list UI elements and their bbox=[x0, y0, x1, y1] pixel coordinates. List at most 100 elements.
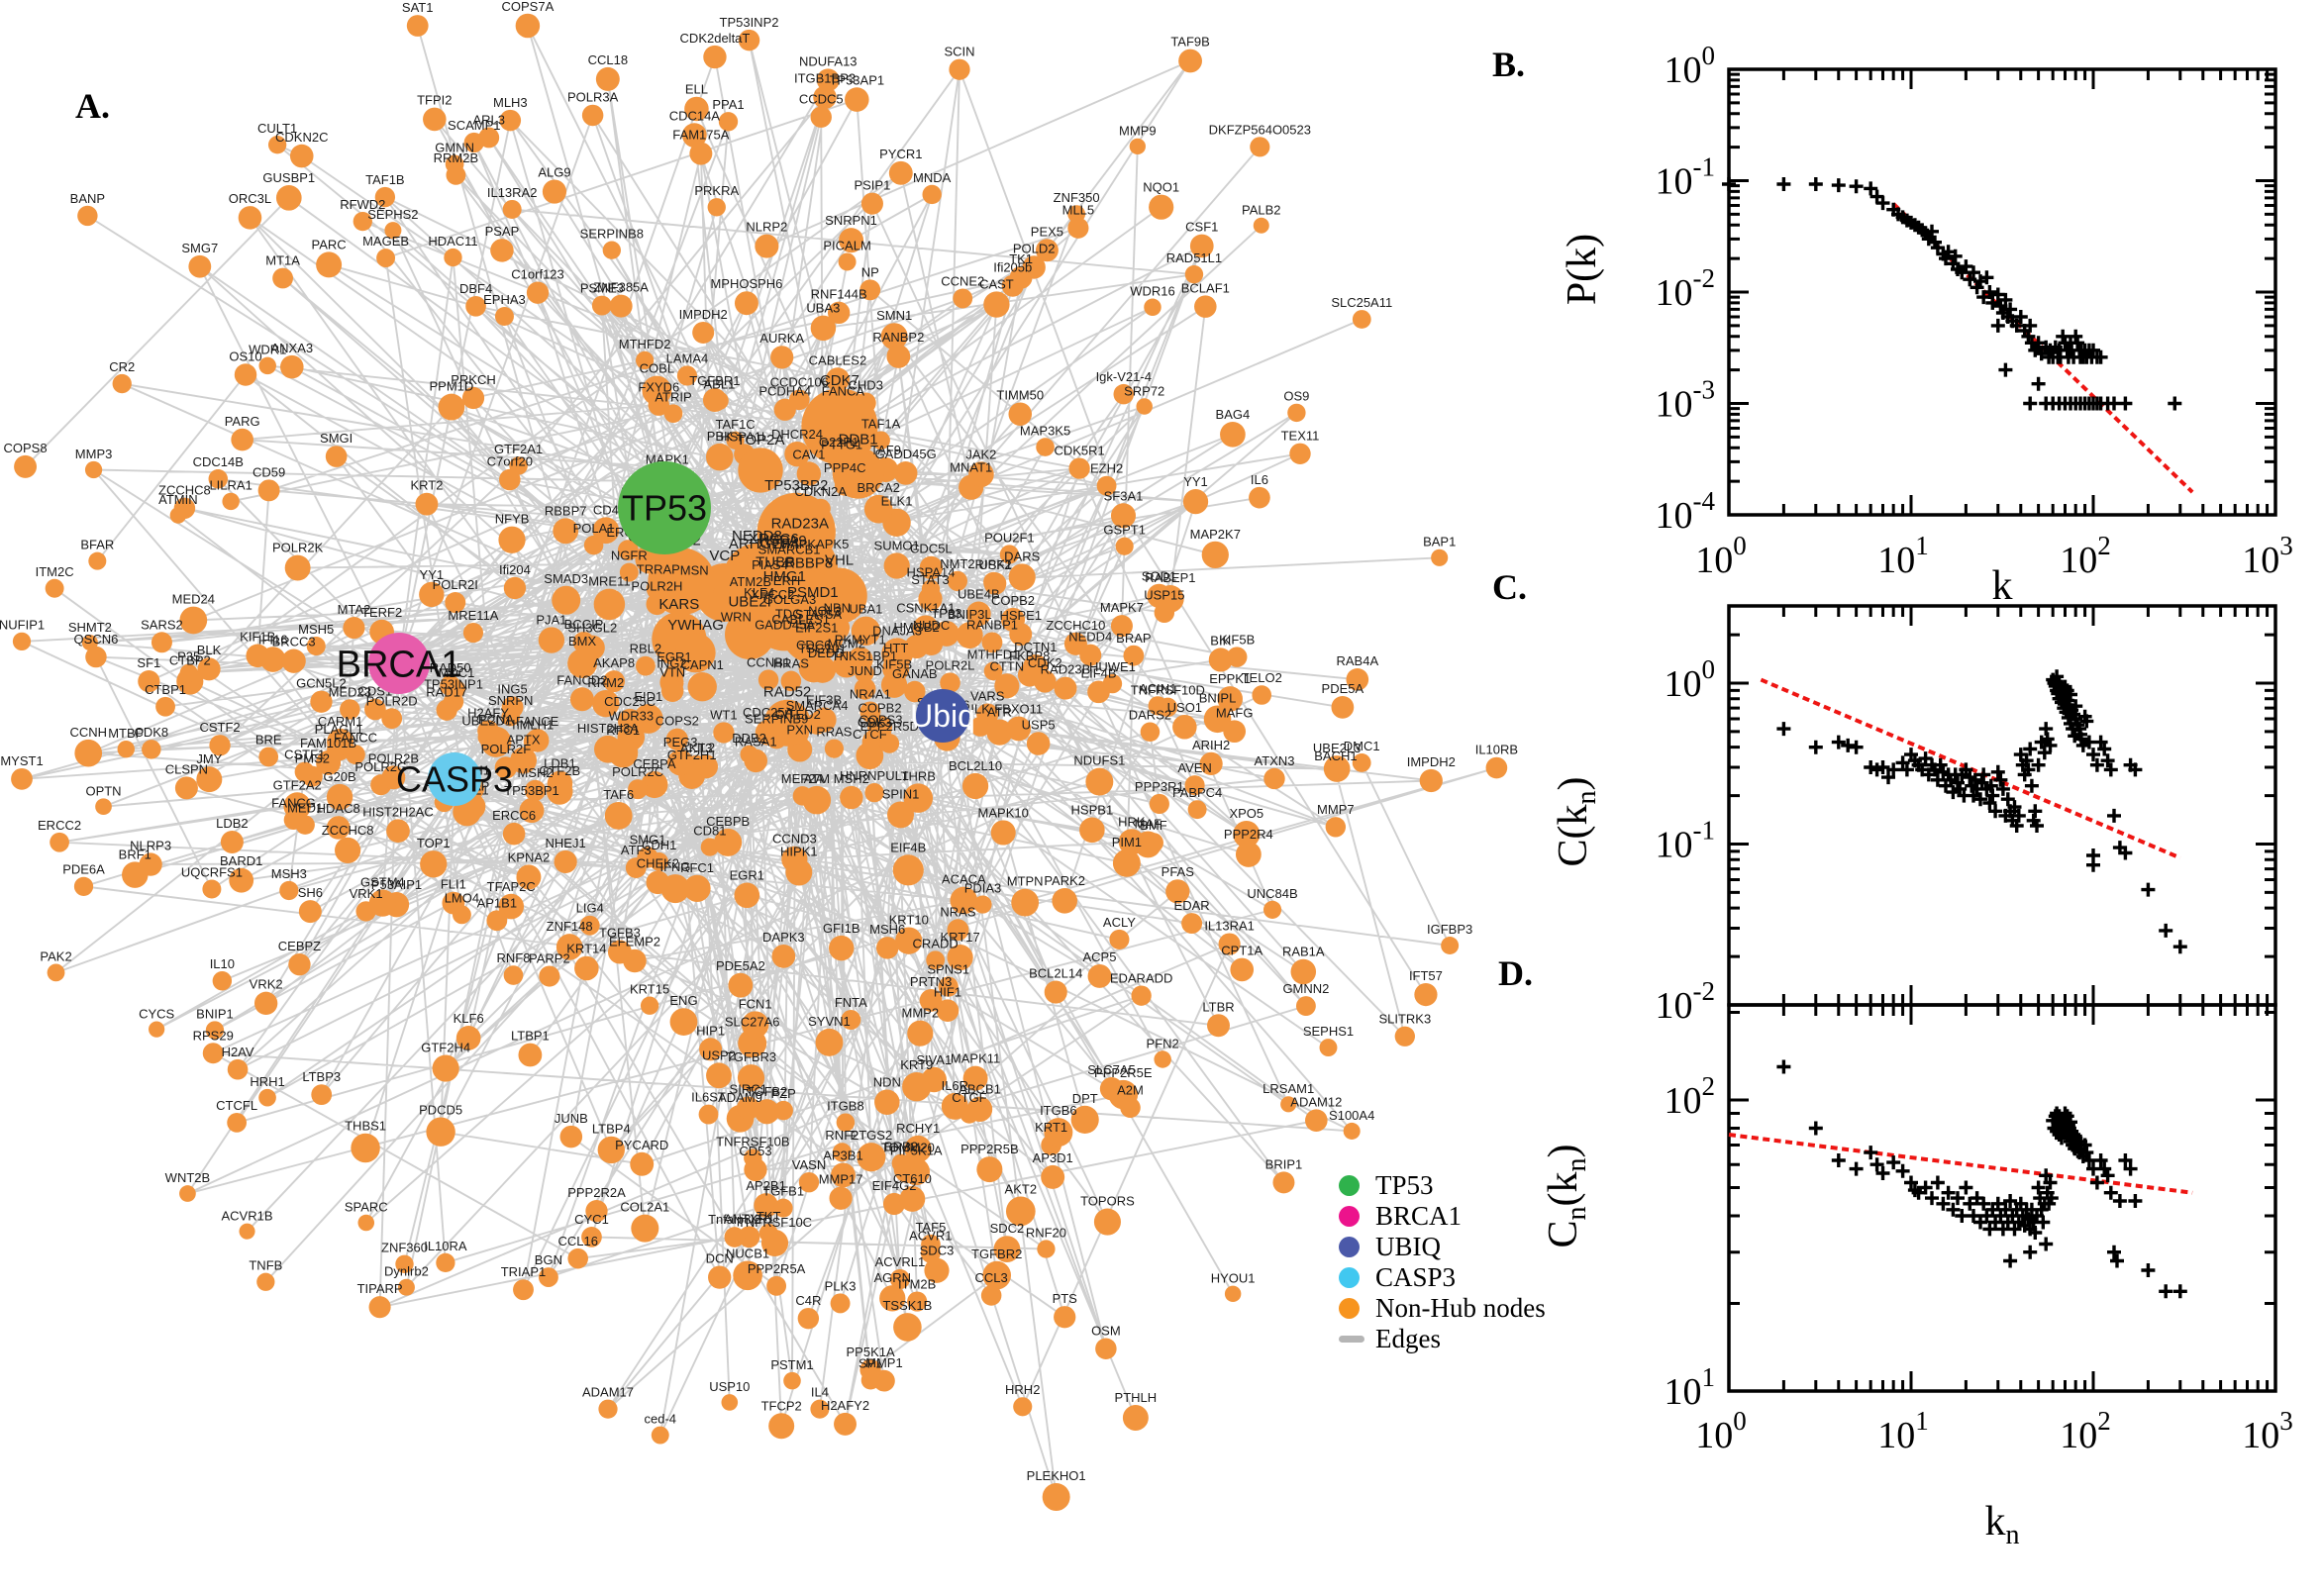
network-node bbox=[641, 771, 668, 799]
network-node bbox=[1272, 1171, 1295, 1194]
network-node-label: BCCIP bbox=[564, 617, 604, 632]
network-node-label: CABLES2 bbox=[809, 352, 867, 367]
network-node bbox=[554, 849, 577, 874]
network-node-label: GCN5L2 bbox=[296, 676, 347, 691]
network-node-label: BANP bbox=[70, 191, 105, 206]
network-node bbox=[1252, 685, 1272, 705]
network-node-label: COPS2 bbox=[656, 714, 699, 729]
network-node-label: IL6 bbox=[1251, 472, 1268, 487]
network-node bbox=[436, 1252, 455, 1273]
network-node-label: NLRP3 bbox=[130, 838, 171, 852]
network-node-label: MMP2 bbox=[902, 1006, 940, 1021]
legend-item-edges: Edges bbox=[1339, 1324, 1546, 1354]
network-node bbox=[683, 874, 711, 902]
brca1-dot-icon bbox=[1339, 1206, 1360, 1227]
network-node-label: SLC25A11 bbox=[1331, 295, 1392, 310]
legend-item-tp53: TP53 bbox=[1339, 1170, 1546, 1201]
network-node bbox=[1203, 705, 1232, 734]
network-node-label: ERH bbox=[773, 573, 800, 588]
network-node bbox=[513, 1279, 534, 1301]
network-node bbox=[1249, 486, 1270, 509]
network-node bbox=[579, 635, 605, 660]
network-node bbox=[708, 1265, 732, 1289]
hub-node-tp53 bbox=[618, 461, 711, 554]
network-node-label: MPHOSPH6 bbox=[710, 276, 782, 291]
network-node-label: PPP2R5B bbox=[960, 1142, 1019, 1156]
network-node-label: MT1A bbox=[265, 253, 300, 268]
network-node-label: BNIP1 bbox=[196, 1006, 234, 1021]
network-node-label: RFWD2 bbox=[340, 197, 385, 212]
network-node-label: MTA2 bbox=[338, 602, 371, 617]
network-node bbox=[1149, 793, 1169, 815]
network-node bbox=[381, 765, 406, 790]
network-node bbox=[376, 249, 396, 268]
network-node-label: DARS2 bbox=[1129, 707, 1171, 722]
network-node-label: TFPI2 bbox=[417, 93, 452, 108]
network-node-label: RRAS bbox=[816, 725, 852, 740]
network-node bbox=[755, 234, 779, 258]
network-node-label: PIP5K1A bbox=[890, 1144, 943, 1158]
network-node-label: TP53BP2 bbox=[764, 477, 828, 494]
network-node-label: CCND3 bbox=[772, 832, 817, 847]
network-node-label: ZNF148 bbox=[547, 919, 593, 934]
network-node-label: TNFRSF10D bbox=[1131, 683, 1205, 698]
network-node-label: IGFBP3 bbox=[1427, 922, 1472, 937]
network-node bbox=[1253, 217, 1269, 234]
casp3-dot-icon bbox=[1339, 1267, 1360, 1288]
network-node bbox=[744, 1157, 767, 1182]
network-node bbox=[368, 1296, 391, 1319]
network-node-label: MRE11 bbox=[588, 574, 630, 589]
network-node-label: CSF1 bbox=[1185, 220, 1218, 235]
network-node-label: HDAC11 bbox=[428, 234, 477, 249]
network-node-label: EPPK1 bbox=[1209, 671, 1251, 686]
network-node bbox=[1419, 768, 1443, 793]
network-node bbox=[301, 765, 323, 787]
network-node bbox=[85, 646, 107, 668]
network-node-label: KRT2 bbox=[410, 478, 443, 493]
network-node-label: H2AFY bbox=[467, 705, 509, 720]
network-node-label: TEX11 bbox=[1281, 429, 1320, 444]
network-node-label: ADAM9 bbox=[718, 1090, 762, 1105]
network-node-label: XRCC6 bbox=[749, 531, 799, 548]
network-node bbox=[11, 767, 33, 790]
network-node-label: OPTN bbox=[85, 783, 121, 798]
network-node bbox=[583, 535, 604, 555]
network-node bbox=[651, 1426, 669, 1445]
network-node-label: LTBP4 bbox=[592, 1122, 631, 1137]
network-node-label: TP53INP2 bbox=[720, 15, 779, 30]
network-node-label: RANBP2 bbox=[872, 330, 924, 345]
network-node-label: UBA3 bbox=[806, 301, 840, 316]
network-node-label: FANCD2 bbox=[556, 672, 607, 687]
network-node-label: GSTM4 bbox=[360, 874, 405, 889]
network-node-label: POLR2F bbox=[481, 742, 532, 756]
network-node-label: EDARADD bbox=[1110, 971, 1173, 986]
network-node bbox=[829, 1186, 853, 1210]
network-node-label: HIF1 bbox=[934, 984, 961, 999]
network-node-label: PLEKHO1 bbox=[1027, 1468, 1086, 1483]
network-node bbox=[754, 1099, 780, 1125]
network-node bbox=[607, 940, 632, 964]
network-node bbox=[874, 1089, 900, 1116]
network-node-label: ILK bbox=[970, 702, 990, 717]
network-node-label: WDR1 bbox=[249, 343, 286, 357]
network-node-label: TGFBR1 bbox=[689, 373, 740, 388]
network-node bbox=[810, 106, 832, 128]
network-node-label: ZNF360 bbox=[381, 1241, 428, 1255]
network-node-label: USP5 bbox=[1022, 717, 1056, 732]
network-node bbox=[860, 192, 883, 215]
network-node-label: Tnfaip8l2 bbox=[708, 1212, 760, 1227]
network-node-label: ELK1 bbox=[881, 494, 913, 509]
network-node bbox=[1042, 1483, 1070, 1512]
network-node-label: CDH1 bbox=[642, 838, 676, 852]
xtick-D: 101 bbox=[1877, 1406, 1929, 1456]
network-node-label: C4R bbox=[795, 1293, 821, 1308]
network-node bbox=[922, 184, 942, 205]
network-node-label: PPP2R2A bbox=[567, 1185, 626, 1200]
network-node-label: SMARCB1 bbox=[758, 543, 821, 557]
network-node-label: KRT15 bbox=[630, 982, 669, 997]
network-node bbox=[325, 446, 348, 467]
network-node-label: PZP bbox=[771, 1086, 796, 1101]
network-node-label: GFI1B bbox=[823, 921, 860, 936]
ytick-D: 102 bbox=[1665, 1071, 1716, 1122]
network-node-label: H2AV bbox=[222, 1045, 254, 1059]
